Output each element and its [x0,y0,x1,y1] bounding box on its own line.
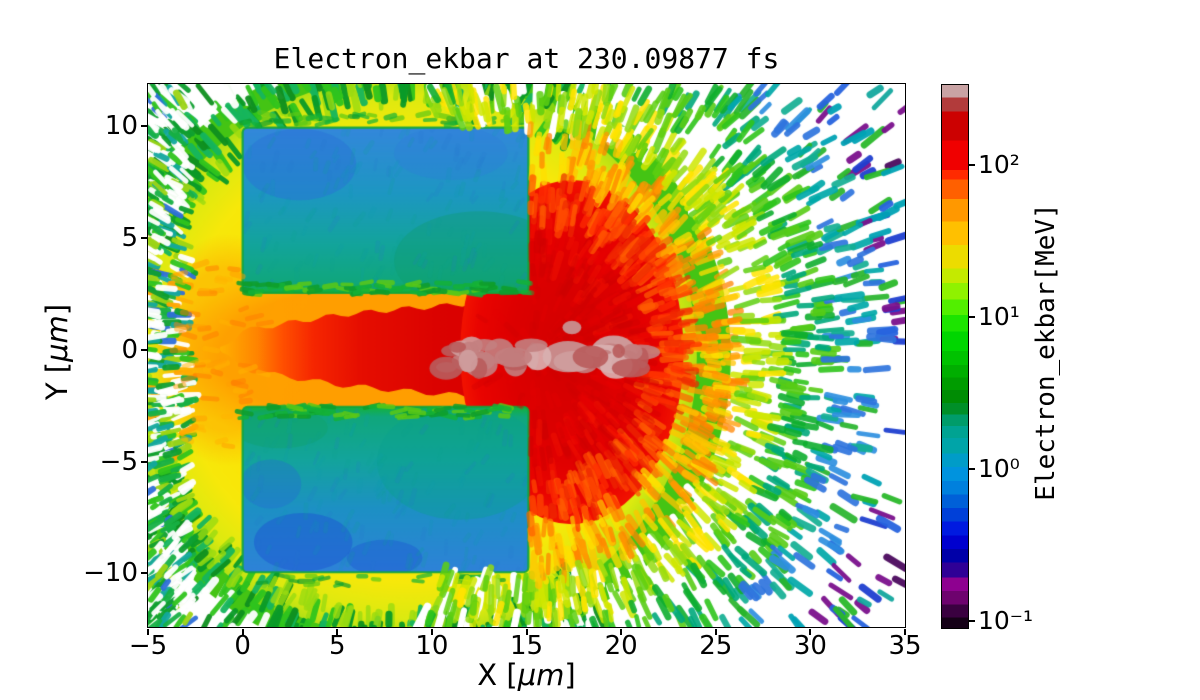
colorbar-tick-label: 10⁻¹ [978,606,1034,636]
x-axis-label-close: ] [564,658,576,692]
x-tick-label: 30 [793,631,827,661]
x-tick-label: 10 [415,631,449,661]
colorbar-tick-label: 10² [978,149,1020,179]
heatmap-image [147,83,906,628]
x-tick-label: −5 [128,631,168,661]
y-tick-mark [141,348,147,351]
x-tick-label: 35 [888,631,922,661]
x-tick-label: 25 [699,631,733,661]
y-tick-mark [141,572,147,575]
x-axis-unit: μm [517,658,565,692]
x-tick-label: 20 [604,631,638,661]
colorbar-tick-mark [969,163,975,166]
y-axis-label: Y [μm] [40,304,74,400]
colorbar-tick-label: 10¹ [978,301,1020,331]
y-tick-label: 10 [104,111,138,142]
x-tick-mark [620,629,623,635]
x-tick-mark [147,629,149,635]
y-tick-label: −5 [99,446,138,477]
x-tick-label: 15 [509,631,544,661]
x-tick-mark [904,629,906,635]
x-axis-label-text: X [ [477,658,518,692]
x-axis-label: X [μm] [148,658,905,692]
y-axis-label-text: Y [ [40,361,74,401]
x-tick-mark [809,629,812,635]
y-axis-label-close: ] [40,303,74,316]
colorbar-tick-mark [969,620,975,623]
colorbar [941,84,969,629]
y-tick-label: 5 [121,223,138,254]
y-tick-label: 0 [121,334,138,365]
colorbar-label: Electron_ekbar[MeV] [1031,203,1061,501]
x-tick-mark [430,629,433,635]
y-tick-mark [141,237,147,240]
x-tick-mark [525,629,528,635]
y-tick-mark [141,460,147,463]
y-tick-label: −10 [83,558,138,589]
colorbar-tick-mark [969,467,975,470]
colorbar-tick-label: 10⁰ [978,453,1020,483]
plot-title: Electron_ekbar at 230.09877 fs [273,42,780,75]
x-tick-mark [241,629,244,635]
y-tick-mark [141,125,147,128]
x-tick-mark [714,629,717,635]
x-tick-label: 0 [234,631,251,661]
colorbar-tick-mark [969,315,975,318]
x-tick-mark [336,629,339,635]
y-axis-unit: μm [40,315,74,362]
x-tick-label: 5 [328,631,346,661]
